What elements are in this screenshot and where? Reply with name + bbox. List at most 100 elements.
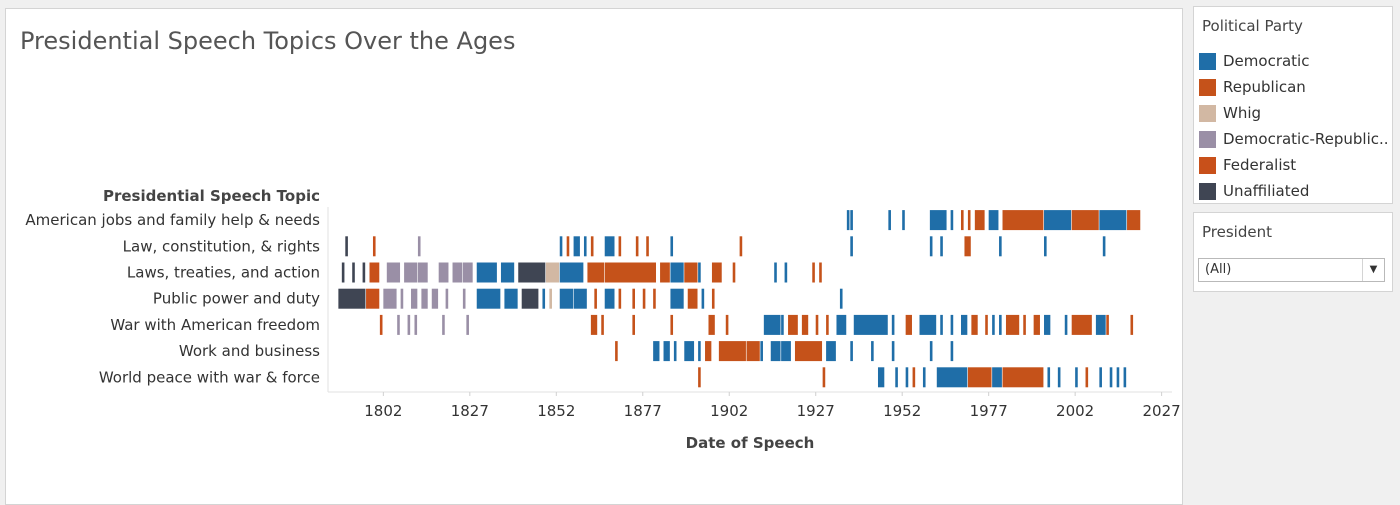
speech-bar <box>905 367 909 388</box>
speech-bar <box>362 262 366 283</box>
speech-bar <box>988 210 999 231</box>
speech-bar <box>1099 367 1102 388</box>
row-label: American jobs and family help & needs <box>25 211 320 229</box>
speech-bar <box>718 341 746 362</box>
speech-bar <box>711 262 722 283</box>
speech-bar <box>940 314 943 335</box>
legend-item-federalist[interactable]: Federalist <box>1199 156 1389 176</box>
x-tick-label: 1902 <box>710 402 748 420</box>
speech-bar <box>372 236 376 257</box>
legend-label: Unaffiliated <box>1223 182 1310 200</box>
legend-label: Democratic-Republic.. <box>1223 130 1389 148</box>
speech-bar <box>583 236 587 257</box>
speech-bar <box>476 288 501 309</box>
speech-bar <box>850 236 853 257</box>
speech-bar <box>573 236 580 257</box>
legend-title: Political Party <box>1202 17 1303 35</box>
president-select[interactable]: (All) ▼ <box>1198 258 1385 282</box>
speech-bar <box>974 210 985 231</box>
speech-bar <box>732 262 736 283</box>
speech-bar <box>1044 236 1047 257</box>
speech-bar <box>992 314 995 335</box>
speech-bar <box>846 210 850 231</box>
speech-bar <box>601 314 604 335</box>
president-filter: President (All) ▼ <box>1193 212 1393 292</box>
speech-bar <box>352 262 355 283</box>
legend-item-republican[interactable]: Republican <box>1199 78 1389 98</box>
speech-bar <box>1102 236 1106 257</box>
row-header: Presidential Speech Topic <box>103 187 320 205</box>
speech-bar <box>1116 367 1120 388</box>
speech-bar <box>407 314 411 335</box>
speech-bar <box>708 314 715 335</box>
speech-bar <box>684 341 695 362</box>
speech-bar <box>815 314 819 335</box>
speech-bar <box>383 288 397 309</box>
speech-bar <box>967 210 971 231</box>
speech-bar <box>971 314 978 335</box>
legend-item-whig[interactable]: Whig <box>1199 104 1389 124</box>
speech-bar <box>922 367 926 388</box>
speech-bar <box>632 288 635 309</box>
speech-bar <box>452 262 463 283</box>
speech-bar <box>421 288 428 309</box>
legend-item-unaffiliated[interactable]: Unaffiliated <box>1199 182 1389 202</box>
speech-bar <box>549 288 552 309</box>
speech-bar <box>746 341 760 362</box>
speech-bar <box>711 288 715 309</box>
speech-bar <box>698 367 701 388</box>
speech-bar <box>670 314 674 335</box>
speech-bar <box>895 367 898 388</box>
speech-bar <box>687 288 698 309</box>
speech-bar <box>891 314 895 335</box>
speech-bar <box>594 288 597 309</box>
speech-bar <box>940 236 943 257</box>
speech-bar <box>705 341 712 362</box>
speech-bar <box>929 341 933 362</box>
speech-bar <box>839 288 843 309</box>
legend-swatch-republican <box>1199 79 1216 96</box>
speech-bar <box>891 341 895 362</box>
speech-bar <box>545 262 560 283</box>
chart-panel: Presidential Speech Topics Over the Ages <box>5 8 1183 505</box>
speech-bar <box>635 236 639 257</box>
speech-bar <box>417 262 428 283</box>
speech-bar <box>1005 314 1020 335</box>
speech-bar <box>784 262 788 283</box>
speech-bar <box>819 262 822 283</box>
speech-bar <box>618 288 622 309</box>
chevron-down-icon[interactable]: ▼ <box>1362 259 1384 281</box>
speech-bar <box>642 288 646 309</box>
x-tick-label: 1852 <box>537 402 575 420</box>
speech-bar <box>763 314 781 335</box>
speech-bar <box>673 341 677 362</box>
row-label: Laws, treaties, and action <box>127 264 320 282</box>
legend-item-democratic-republican[interactable]: Democratic-Republic.. <box>1199 130 1389 150</box>
row-label: War with American freedom <box>110 316 320 334</box>
legend-item-democratic[interactable]: Democratic <box>1199 52 1389 72</box>
speech-bar <box>559 288 573 309</box>
speech-bar <box>1123 367 1127 388</box>
legend-swatch-unaffiliated <box>1199 183 1216 200</box>
speech-bar <box>1002 210 1044 231</box>
legend-swatch-democratic-republican <box>1199 131 1216 148</box>
speech-bar <box>871 341 874 362</box>
speech-bar <box>386 262 401 283</box>
speech-bar <box>850 341 853 362</box>
speech-bar <box>929 236 933 257</box>
speech-bar <box>366 288 380 309</box>
speech-bar <box>590 314 598 335</box>
speech-bar <box>781 314 784 335</box>
speech-bar <box>587 262 605 283</box>
speech-bar <box>812 262 815 283</box>
speech-bar <box>1033 314 1040 335</box>
speech-bar <box>902 210 905 231</box>
speech-bar <box>826 341 836 362</box>
speech-bar <box>397 314 400 335</box>
speech-bar <box>701 288 705 309</box>
x-tick-label: 2002 <box>1056 402 1094 420</box>
speech-bar <box>698 341 701 362</box>
legend-label: Whig <box>1223 104 1262 122</box>
speech-bar <box>404 262 418 283</box>
speech-bar <box>961 314 968 335</box>
